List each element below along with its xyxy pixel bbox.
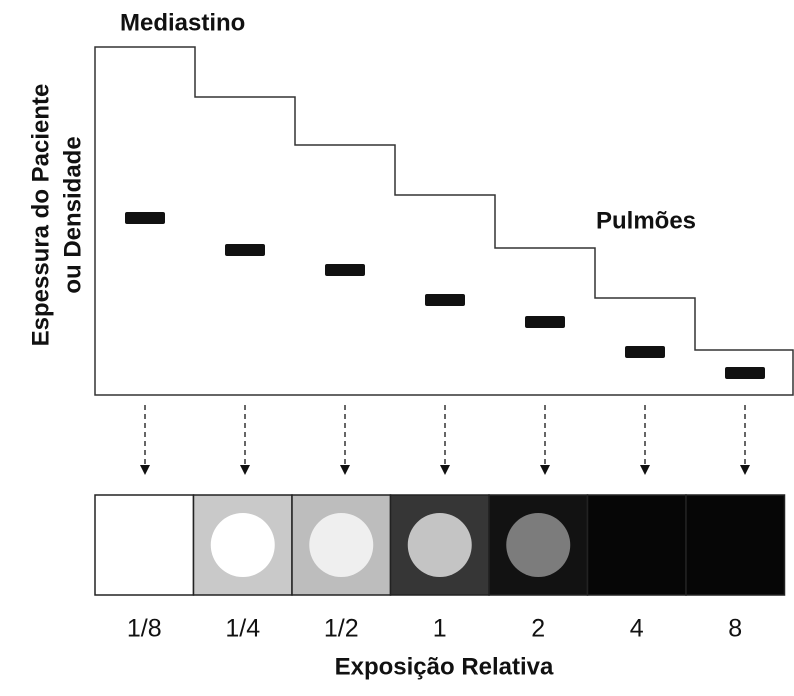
film-box (586, 494, 687, 596)
density-dash (225, 244, 265, 256)
film-circle (506, 513, 571, 577)
density-dash (425, 294, 465, 306)
exposure-level: 1/4 (225, 615, 260, 643)
exposure-level: 2 (531, 615, 545, 643)
film-box (685, 494, 786, 596)
thickness-staircase (94, 46, 794, 396)
exposure-level: 8 (728, 615, 742, 643)
density-dash (725, 367, 765, 379)
density-dash (125, 212, 165, 224)
density-dash (325, 264, 365, 276)
film-circle (309, 513, 374, 577)
mediastino-label: Mediastino (120, 9, 245, 36)
y-axis-label: ou Densidade (59, 136, 86, 293)
exposure-level: 1/8 (127, 615, 162, 643)
exposure-level: 1/2 (324, 615, 359, 643)
density-dash (525, 316, 565, 328)
y-axis-label: Espessura do Paciente (27, 84, 54, 347)
film-circle (112, 513, 177, 577)
exposure-level: 1 (433, 615, 447, 643)
density-dash (625, 346, 665, 358)
film-circle (210, 513, 275, 577)
exposure-level: 4 (630, 615, 644, 643)
film-circle (407, 513, 472, 577)
pulmoes-label: Pulmões (596, 207, 696, 234)
x-axis-label: Exposição Relativa (335, 653, 554, 680)
